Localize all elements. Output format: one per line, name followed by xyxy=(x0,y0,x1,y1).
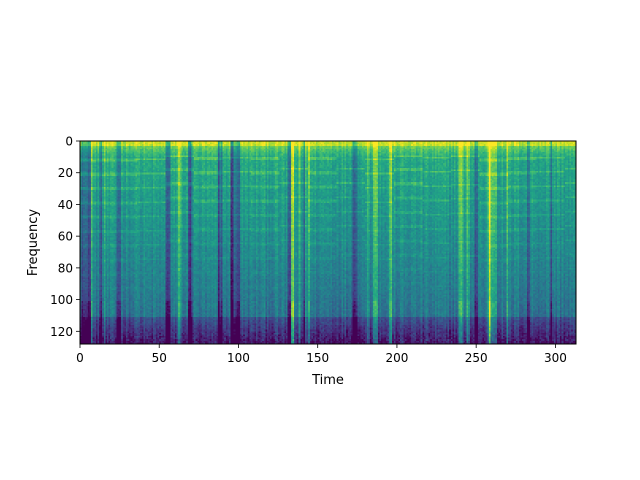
x-tick-label: 100 xyxy=(227,351,250,365)
y-tick-label: 100 xyxy=(50,293,73,307)
x-axis-ticks: 0 50 100 150 200 250 300 xyxy=(76,344,567,365)
y-tick-label: 0 xyxy=(65,135,73,149)
plot-area xyxy=(79,140,577,345)
x-tick-label: 50 xyxy=(152,351,167,365)
y-tick-label: 20 xyxy=(58,166,73,180)
plot-frame xyxy=(79,140,577,345)
x-tick-label: 250 xyxy=(465,351,488,365)
y-axis-ticks: 0 20 40 60 80 100 120 xyxy=(50,135,80,339)
x-tick-label: 300 xyxy=(544,351,567,365)
x-tick-label: 0 xyxy=(76,351,84,365)
y-axis-label: Frequency xyxy=(26,209,41,276)
y-tick-label: 80 xyxy=(58,261,73,275)
x-tick-label: 200 xyxy=(385,351,408,365)
y-tick-label: 120 xyxy=(50,325,73,339)
y-tick-label: 40 xyxy=(58,198,73,212)
x-axis-label: Time xyxy=(311,373,344,388)
x-tick-label: 150 xyxy=(306,351,329,365)
heatmap-image xyxy=(80,141,576,344)
y-tick-label: 60 xyxy=(58,230,73,244)
